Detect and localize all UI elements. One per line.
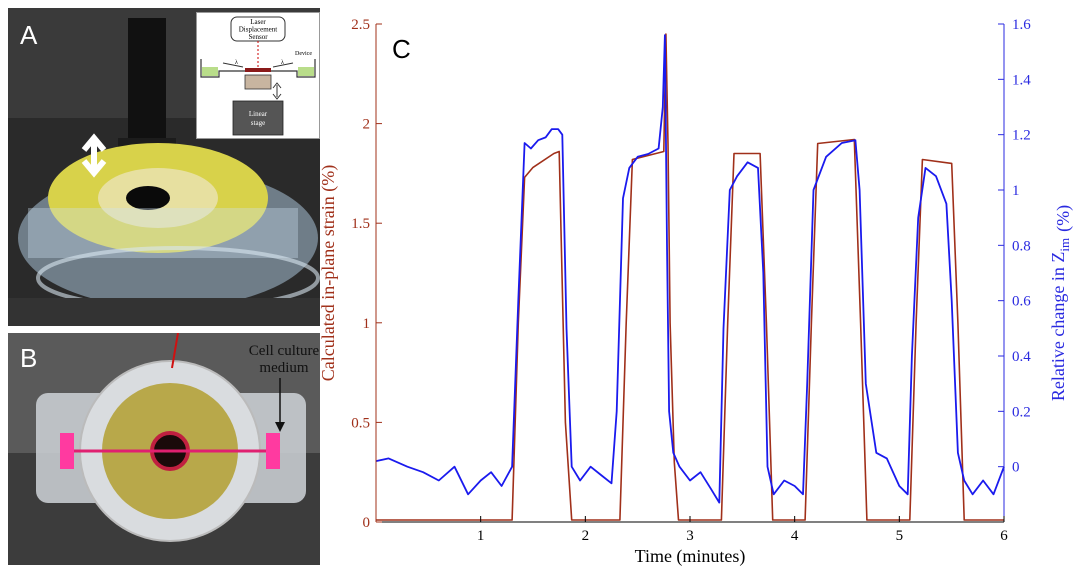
axes-layer: 1 2 3 4 5 6 0 0.5 1 1.5 2 2.5 0 0.2 0.4 0.6 0.8 1 1.2 1.4 1.… (351, 17, 1031, 544)
callout-label: Cell culture medium (244, 343, 324, 377)
callout-arrow-icon (275, 378, 285, 432)
y-axis-label-right: Relative change in Zim (%) (1048, 205, 1074, 401)
device-label: Device (295, 51, 312, 57)
x-axis-label: Time (minutes) (635, 546, 746, 567)
y-axis-label-right-prefix: Relative change in Z (1048, 252, 1068, 401)
chart-panel-c: 1 2 3 4 5 6 0 0.5 1 1.5 2 2.5 0 0.2 0.4 0.6 0.8 1 1.2 1.4 1.… (320, 17, 1074, 567)
callout-line-1: Cell culture (248, 343, 320, 359)
y-tick-label-right: 0.8 (1012, 238, 1031, 254)
device-photo-b (8, 333, 320, 565)
callout-line-2: medium (259, 360, 309, 376)
series-layer (375, 33, 1005, 521)
x-tick-label: 3 (686, 528, 694, 544)
y-tick-label-right: 1 (1012, 183, 1020, 199)
x-tick-label: 4 (791, 528, 799, 544)
sensor-label-3: Sensor (248, 33, 268, 41)
y-tick-label-left: 0 (363, 515, 371, 531)
y-tick-label-right: 0.2 (1012, 404, 1031, 420)
sensor-label-2: Displacement (239, 26, 278, 34)
panel-b-letter: B (20, 343, 38, 373)
y-tick-label-left: 1.5 (351, 216, 370, 232)
y-axis-label-left: Calculated in-plane strain (%) (320, 165, 339, 381)
y-tick-label-left: 2 (363, 117, 371, 133)
impedance-series-line (375, 34, 1005, 504)
schematic-inset: Laser Displacement Sensor λ λ Device Lin… (196, 12, 320, 139)
y-tick-label-left: 2.5 (351, 17, 370, 33)
x-tick-label: 5 (896, 528, 904, 544)
plot-area (376, 24, 1004, 522)
y-axis-label-right-subscript: im (1057, 238, 1072, 252)
sensor-label-1: Laser (250, 18, 266, 26)
stage-label-1: Linear (249, 110, 268, 118)
strain-series-line (376, 33, 1004, 521)
schematic-drawing: Laser Displacement Sensor λ λ Device Lin… (200, 16, 316, 136)
lambda-left: λ (235, 60, 238, 66)
y-tick-label-right: 1.2 (1012, 128, 1031, 144)
y-axis-label-right-unit: (%) (1053, 205, 1074, 232)
x-tick-label: 6 (1000, 528, 1008, 544)
x-tick-label: 2 (582, 528, 590, 544)
y-tick-label-left: 1 (363, 316, 371, 332)
stage-label-2: stage (251, 119, 265, 127)
y-tick-label-right: 0.6 (1012, 294, 1031, 310)
y-tick-label-left: 0.5 (351, 415, 370, 431)
y-tick-label-right: 1.4 (1012, 72, 1031, 88)
lambda-right: λ (281, 60, 284, 66)
y-tick-label-right: 1.6 (1012, 17, 1031, 33)
panel-a-letter: A (20, 20, 38, 50)
panel-c-letter: C (392, 34, 411, 64)
photo-panel-b (8, 333, 320, 565)
y-tick-label-right: 0 (1012, 460, 1020, 476)
plot-background (376, 24, 1004, 522)
x-tick-label: 1 (477, 528, 485, 544)
y-tick-label-right: 0.4 (1012, 349, 1031, 365)
